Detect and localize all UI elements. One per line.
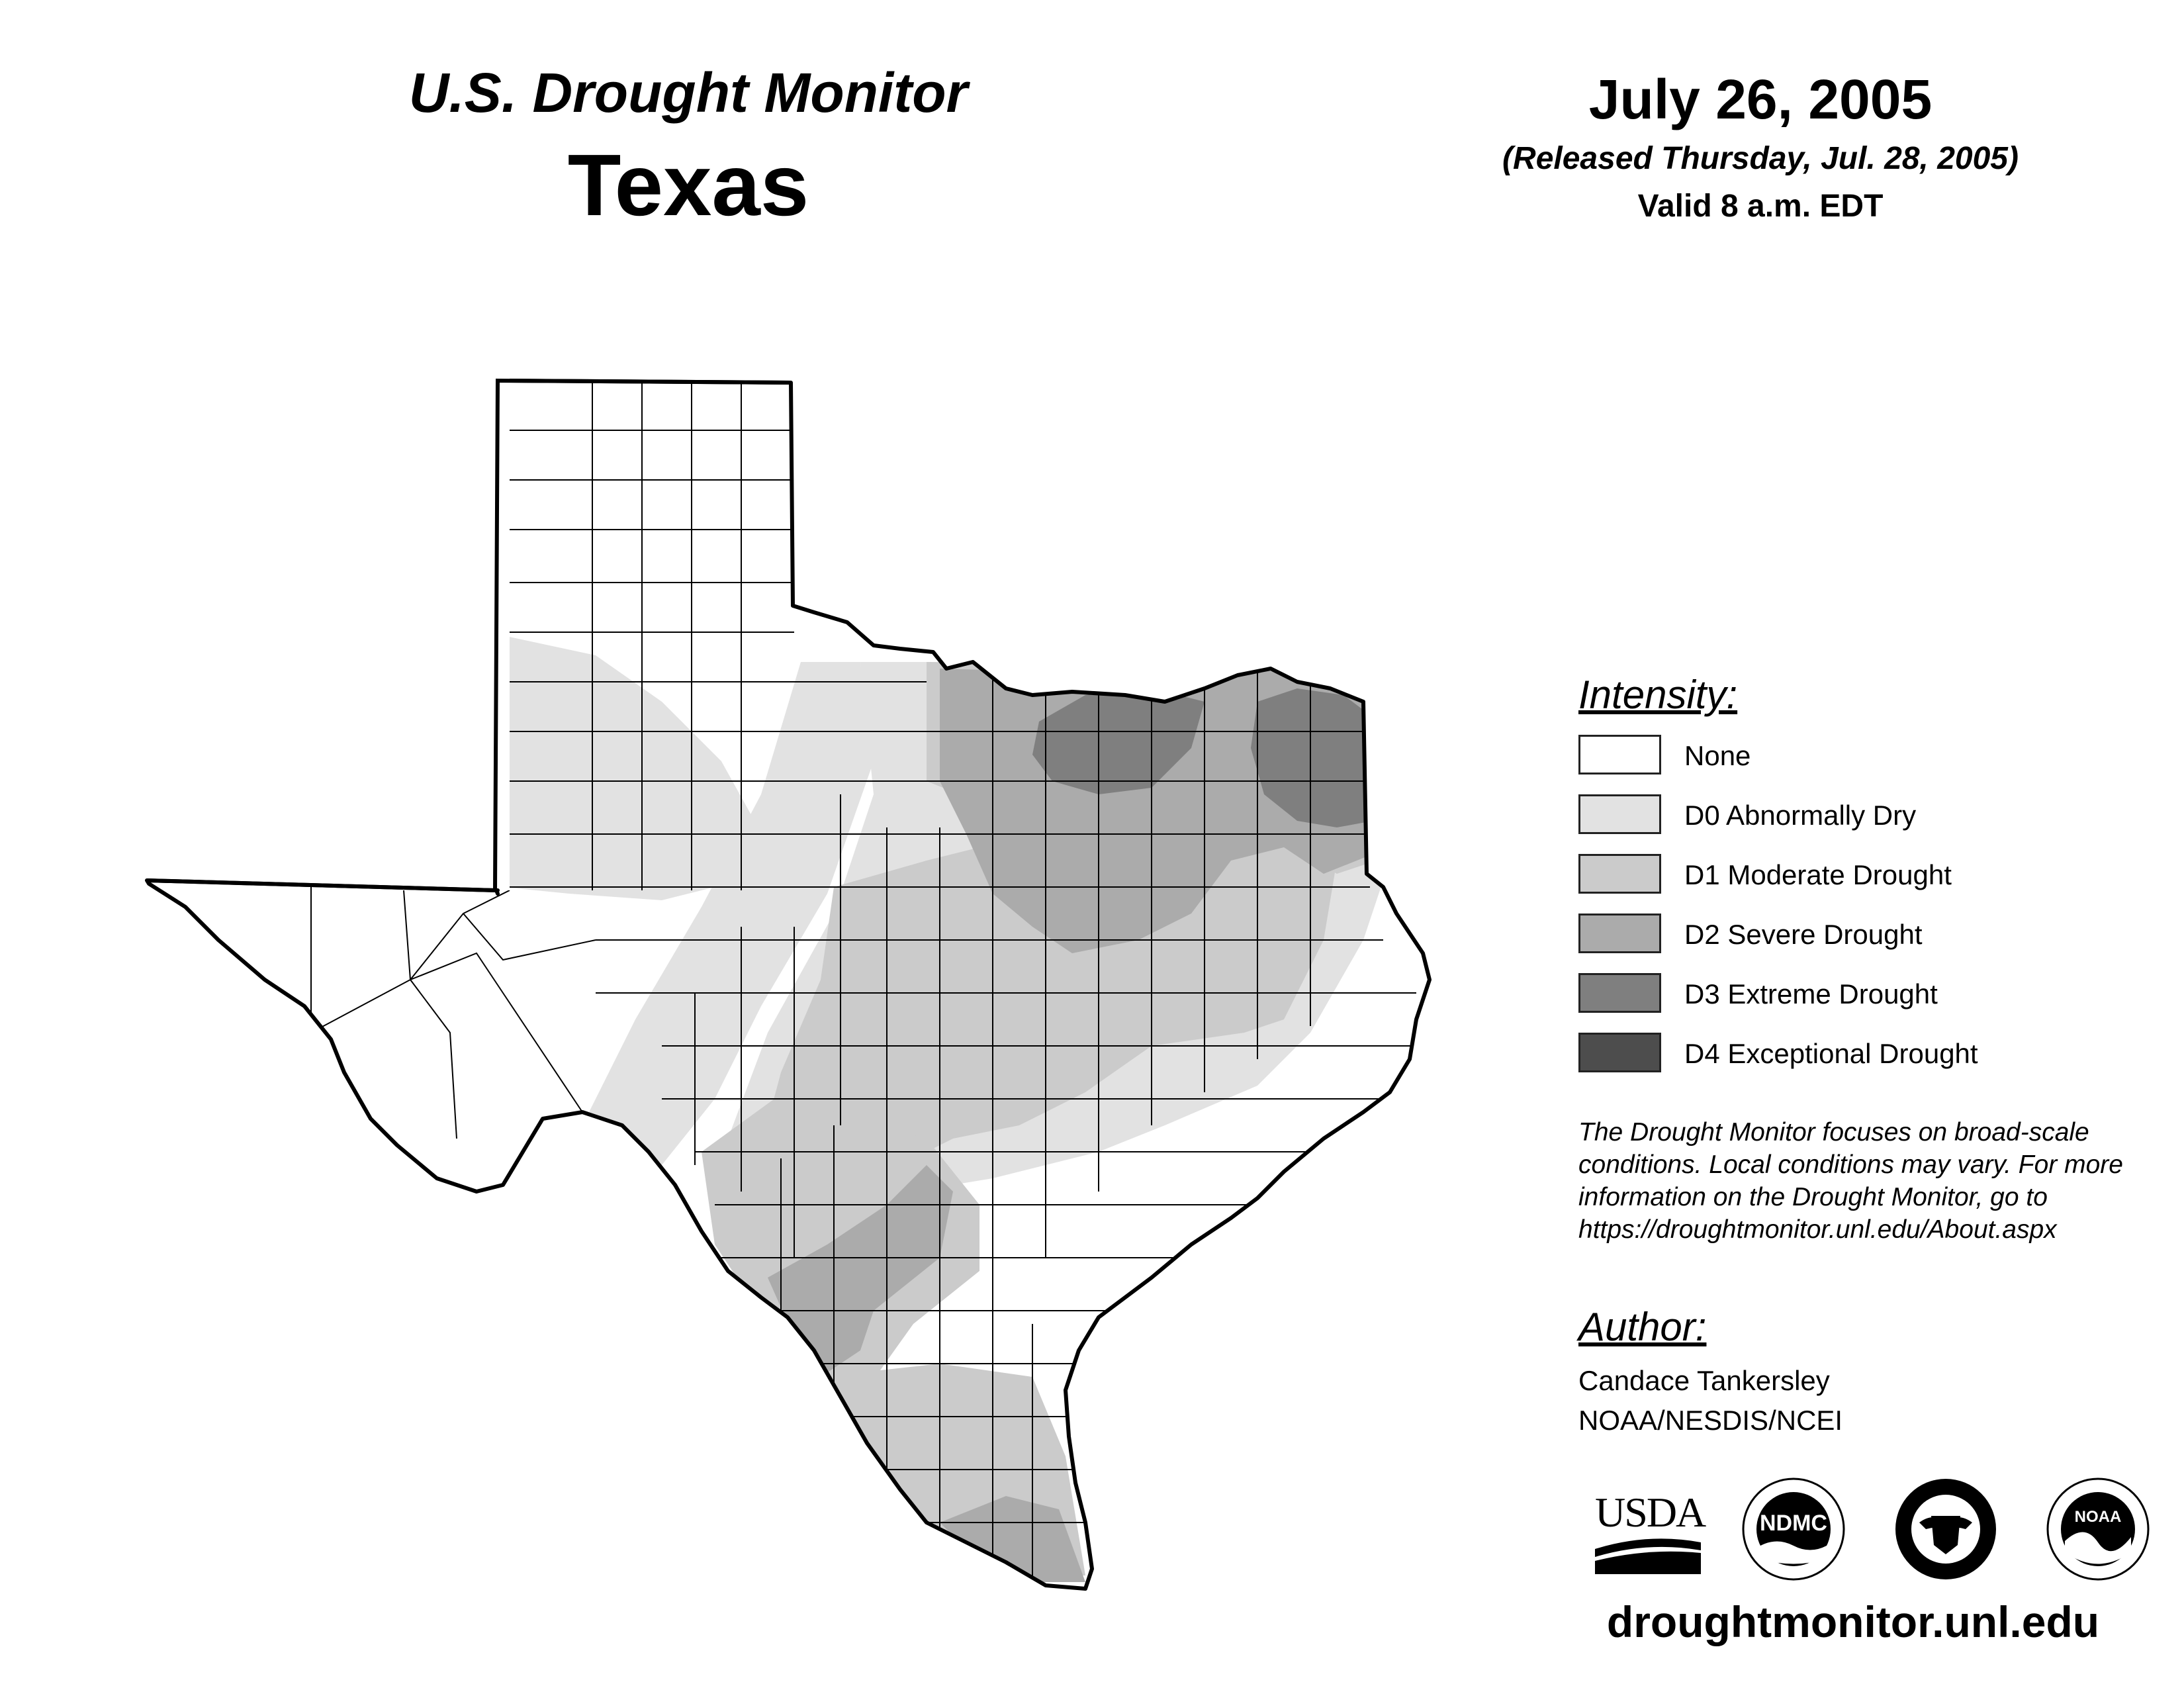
author-heading: Author: — [1578, 1305, 1707, 1349]
author-organization: NOAA/NESDIS/NCEI — [1578, 1405, 1843, 1436]
release-date: (Released Thursday, Jul. 28, 2005) — [1502, 141, 2019, 176]
texas-state-outline — [145, 379, 1432, 1591]
map-date: July 26, 2005 — [1588, 68, 1933, 130]
ndmc-logo-text: NDMC — [1760, 1511, 1827, 1536]
legend-swatch — [1578, 914, 1661, 953]
d2-area-south-tip — [940, 1496, 1085, 1582]
valid-time: Valid 8 a.m. EDT — [1637, 189, 1884, 224]
d1-area-south — [702, 1099, 1085, 1575]
legend-item: D2 Severe Drought — [1578, 914, 2174, 956]
commerce-seal-icon — [1895, 1479, 1996, 1579]
partner-logos: USDA NDMC NOAA — [1588, 1476, 2171, 1589]
legend-swatch — [1578, 794, 1661, 834]
d3-area-northeast-texas — [1251, 688, 1373, 827]
legend-item: None — [1578, 735, 2174, 777]
usda-hills-icon — [1595, 1538, 1701, 1574]
footer-url[interactable]: droughtmonitor.unl.edu — [1606, 1597, 2100, 1646]
map-subtitle: U.S. Drought Monitor — [408, 62, 968, 124]
legend-label: D0 Abnormally Dry — [1684, 800, 1917, 831]
legend-label: D3 Extreme Drought — [1684, 978, 1938, 1009]
legend-swatch — [1578, 735, 1661, 774]
legend-swatch — [1578, 854, 1661, 894]
noaa-seal-icon — [2046, 1477, 2150, 1581]
legend-item: D3 Extreme Drought — [1578, 973, 2174, 1015]
noaa-logo-text: NOAA — [2074, 1508, 2122, 1526]
legend-label: D1 Moderate Drought — [1684, 859, 1952, 890]
title-block: U.S. Drought Monitor Texas — [357, 56, 1019, 235]
trans-pecos-county-lines — [310, 887, 596, 1139]
author-name: Candace Tankersley — [1578, 1365, 1830, 1396]
disclaimer-text: The Drought Monitor focuses on broad-sca… — [1578, 1118, 2123, 1244]
legend-title: Intensity: — [1578, 673, 1738, 717]
d0-area-central — [582, 662, 874, 1165]
legend-label: D4 Exceptional Drought — [1684, 1038, 1978, 1069]
legend-item: D0 Abnormally Dry — [1578, 794, 2174, 837]
doc-seal-logo — [1893, 1476, 1999, 1585]
d3-area-north-texas — [1032, 688, 1205, 794]
map-title: Texas — [567, 136, 809, 234]
legend-item: D4 Exceptional Drought — [1578, 1033, 2174, 1075]
legend-label: None — [1684, 740, 1751, 771]
usda-logo-text: USDA — [1595, 1489, 1706, 1536]
usda-logo: USDA — [1595, 1489, 1706, 1579]
legend-label: D2 Severe Drought — [1684, 919, 1923, 950]
noaa-logo: NOAA — [2045, 1476, 2151, 1585]
ndmc-seal-icon — [1742, 1477, 1845, 1581]
panhandle-outline — [146, 378, 792, 893]
date-block: July 26, 2005 (Released Thursday, Jul. 2… — [1430, 66, 2091, 226]
legend-swatch — [1578, 973, 1661, 1013]
legend-swatch — [1578, 1033, 1661, 1072]
county-boundaries — [310, 383, 1416, 1589]
legend: Intensity: None D0 Abnormally Dry D1 Moder… — [1578, 669, 2174, 1072]
legend-item: D1 Moderate Drought — [1578, 854, 2174, 896]
ndmc-logo: NDMC — [1741, 1476, 1846, 1585]
panhandle-county-horizontals — [510, 430, 1416, 1523]
d2-area-south-texas — [768, 1165, 953, 1377]
d0-area-panhandle — [503, 635, 754, 900]
